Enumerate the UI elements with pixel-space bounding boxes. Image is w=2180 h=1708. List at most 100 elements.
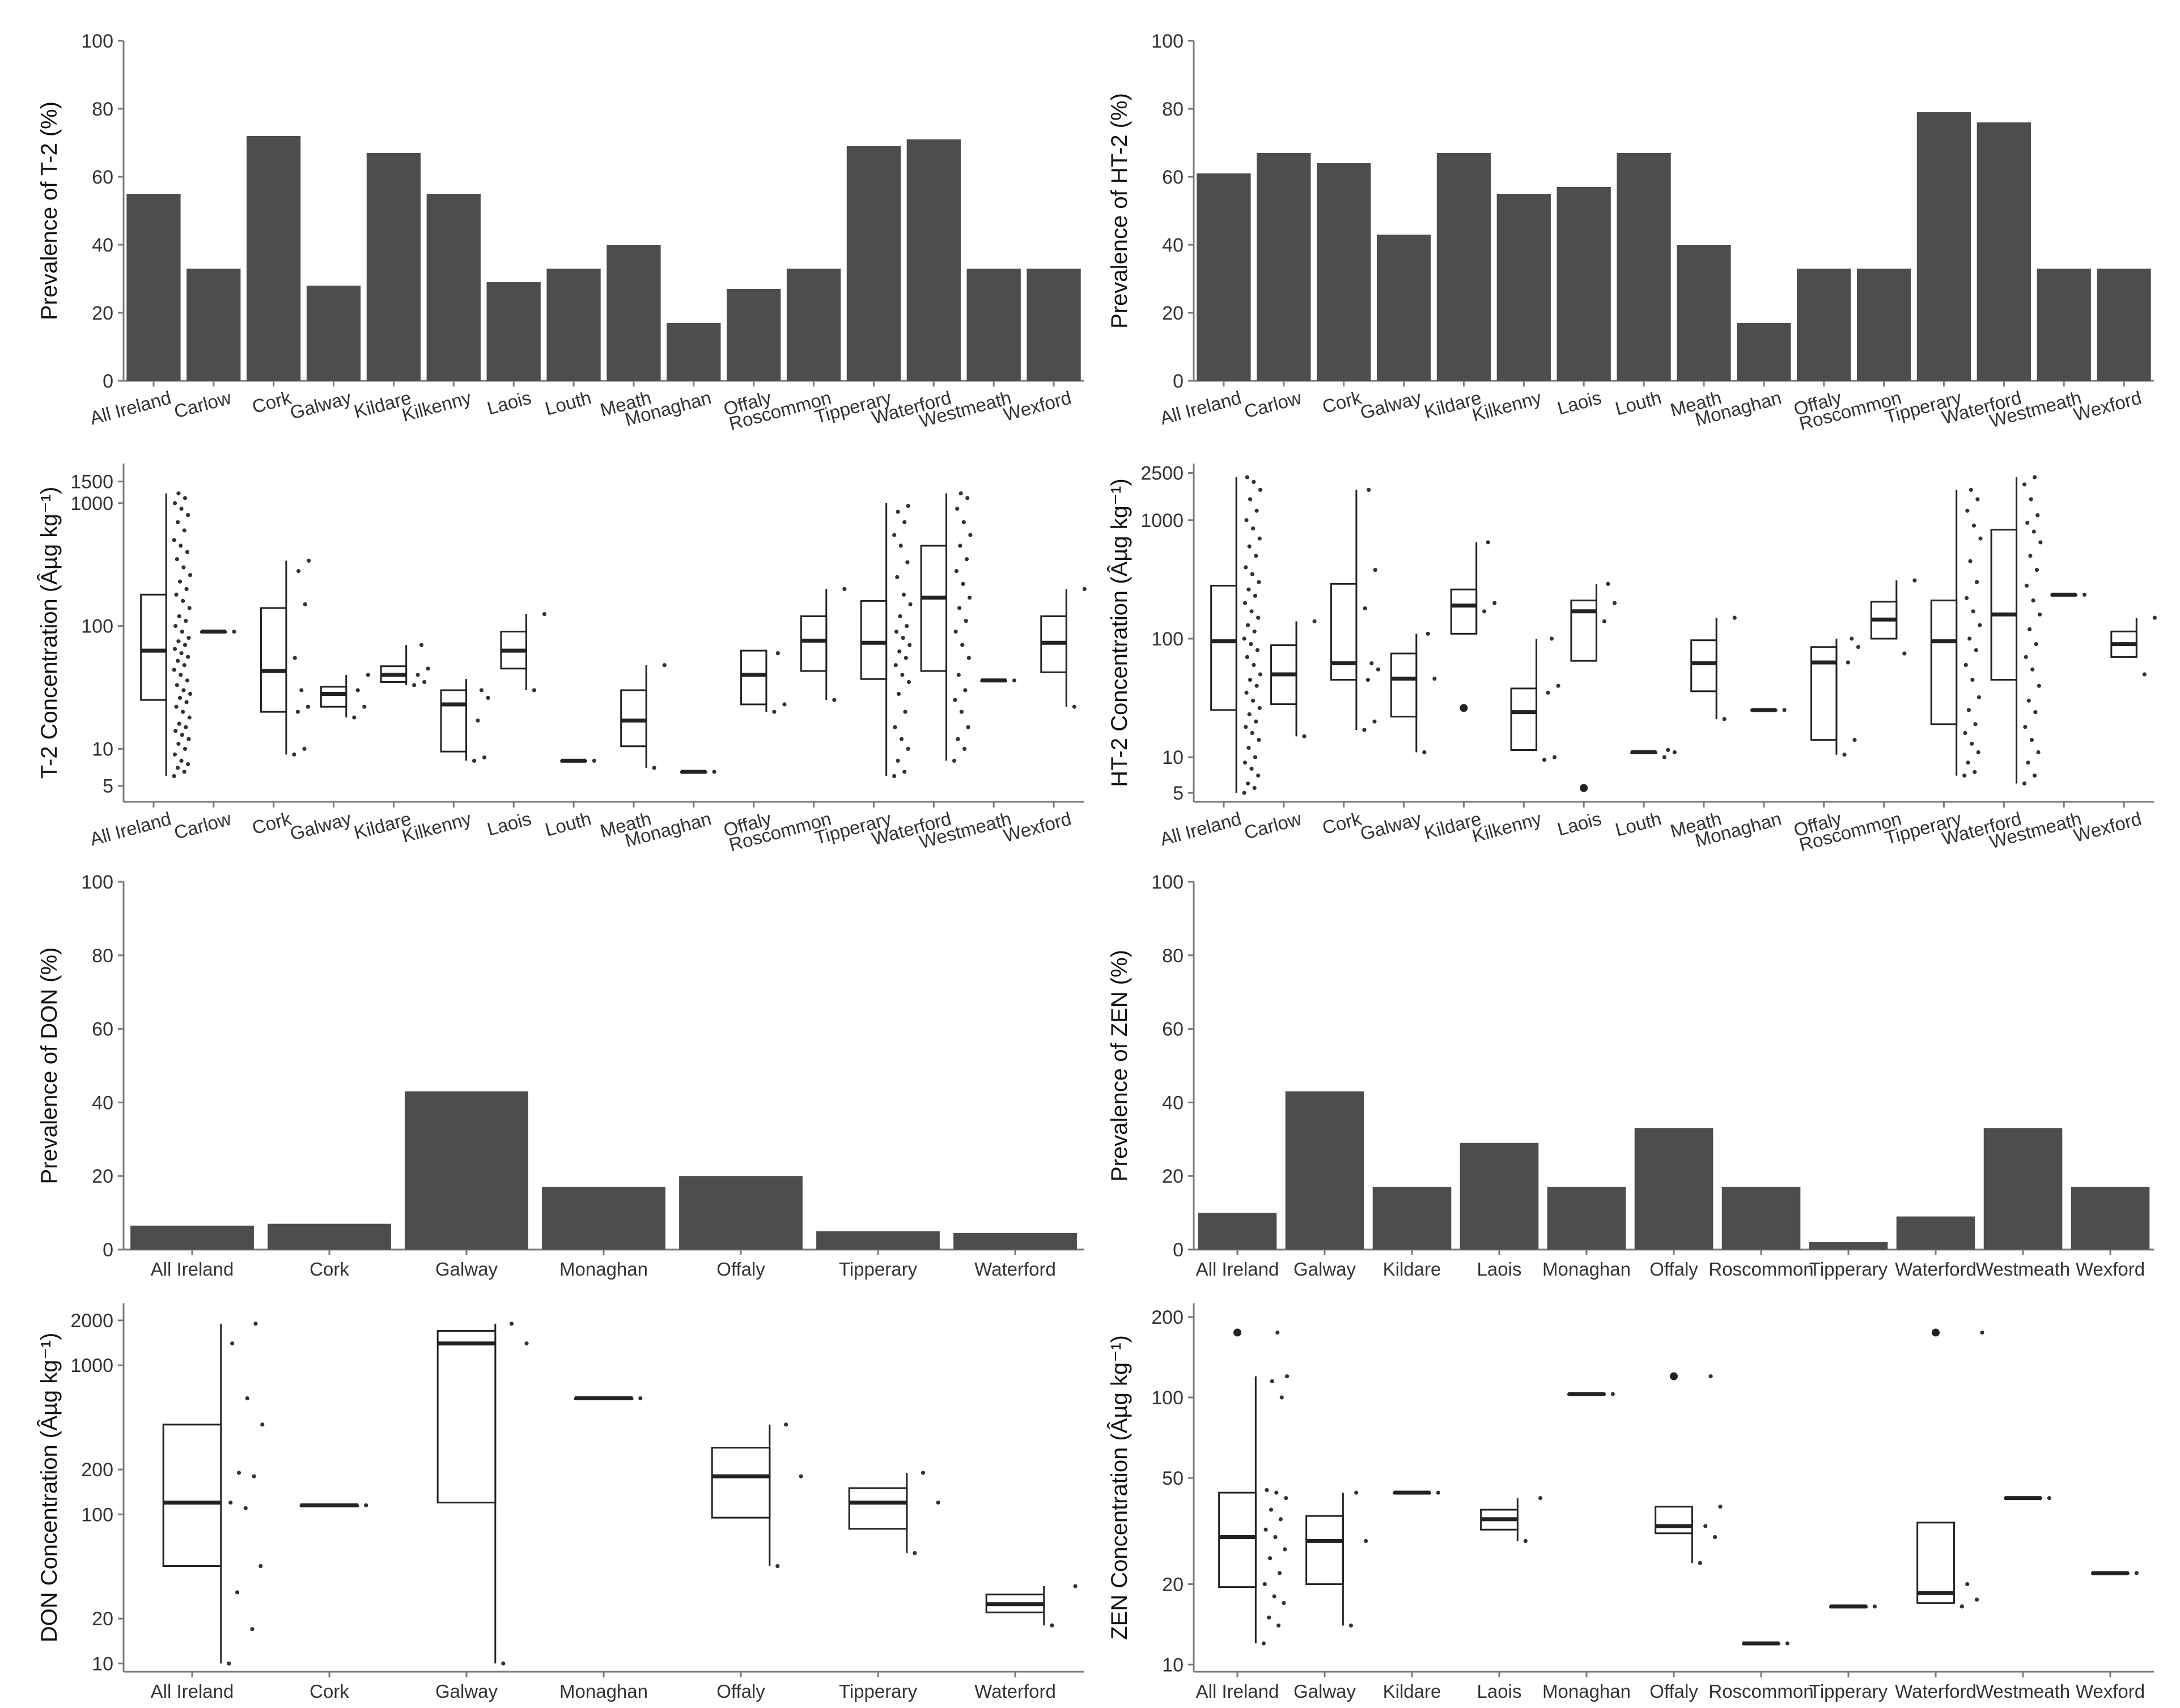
data-point-waterford xyxy=(2026,698,2031,703)
data-point-tipperary xyxy=(906,679,911,685)
data-point-all-ireland xyxy=(1242,636,1246,641)
y-tick-label: 5 xyxy=(1173,783,1184,804)
box-offaly xyxy=(740,649,767,706)
y-tick-label: 1000 xyxy=(1140,510,1184,532)
y-tick-label: 100 xyxy=(1151,1387,1184,1409)
bar-monaghan xyxy=(667,323,721,381)
data-point-all-ireland xyxy=(1262,1582,1267,1587)
data-point-kilkenny xyxy=(479,688,484,692)
data-point-all-ireland xyxy=(1255,648,1259,652)
box-kilkenny xyxy=(440,689,468,753)
data-point-all-ireland xyxy=(172,668,176,672)
data-point-all-ireland xyxy=(236,1471,241,1475)
data-point-tipperary xyxy=(1978,623,1982,627)
box-offaly xyxy=(711,1447,771,1519)
data-point-waterford xyxy=(961,520,966,525)
data-point-waterford xyxy=(966,725,970,729)
x-tick-label-tipperary: Tipperary xyxy=(839,1681,918,1702)
y-tick-label: 60 xyxy=(92,167,113,188)
data-point-all-ireland xyxy=(1242,760,1248,765)
box-galway xyxy=(1305,1515,1344,1585)
x-tick-label-laois: Laois xyxy=(1555,387,1604,419)
bar-tipperary xyxy=(846,146,901,381)
box-roscommon xyxy=(800,615,828,672)
x-tick-label-kilkenny: Kilkenny xyxy=(1470,808,1544,846)
x-tick-label-all-ireland: All Ireland xyxy=(1196,1259,1279,1280)
data-point-all-ireland xyxy=(1244,518,1249,522)
data-point-all-ireland xyxy=(172,538,176,542)
data-point-westmeath xyxy=(1012,678,1017,683)
bar-tipperary xyxy=(1809,1242,1888,1250)
x-tick-label-louth: Louth xyxy=(1613,808,1664,840)
bar-offaly xyxy=(679,1176,803,1250)
data-point-meath xyxy=(1722,717,1727,721)
data-point-waterford xyxy=(2022,781,2027,786)
bar-all-ireland xyxy=(130,1225,254,1250)
data-point-all-ireland xyxy=(182,663,186,668)
bar-roscommon xyxy=(786,269,841,381)
data-point-all-ireland xyxy=(1265,1488,1269,1493)
data-point-all-ireland xyxy=(179,543,183,548)
data-point-all-ireland xyxy=(1249,641,1253,647)
y-tick-label: 2000 xyxy=(70,1310,113,1332)
data-point-kilkenny xyxy=(1546,690,1550,695)
data-point-wexford xyxy=(1072,704,1076,709)
data-point-all-ireland xyxy=(172,647,177,651)
y-tick-label: 60 xyxy=(1162,167,1184,188)
data-point-all-ireland xyxy=(177,579,183,584)
data-point-tipperary xyxy=(913,1550,917,1556)
data-point-tipperary xyxy=(901,636,905,640)
data-point-waterford xyxy=(968,596,972,600)
bar-offaly xyxy=(727,289,781,381)
data-point-all-ireland xyxy=(258,1563,263,1569)
data-point-tipperary xyxy=(893,663,898,668)
data-point-kildare xyxy=(422,679,427,685)
data-point-tipperary xyxy=(1970,677,1975,682)
bar-kilkenny xyxy=(1496,194,1551,381)
data-point-all-ireland xyxy=(1267,1615,1271,1620)
outlier-all-ireland xyxy=(1233,1328,1241,1337)
x-tick-label-galway: Galway xyxy=(1293,1259,1356,1280)
data-point-galway xyxy=(366,673,370,677)
data-point-louth xyxy=(1662,755,1666,759)
data-point-cork xyxy=(295,709,300,714)
box-waterford xyxy=(920,545,948,672)
data-point-waterford xyxy=(953,698,957,702)
x-tick-label-kilkenny: Kilkenny xyxy=(400,386,474,425)
data-point-waterford xyxy=(2035,513,2040,517)
data-point-all-ireland xyxy=(1256,773,1261,778)
x-tick-label-monaghan: Monaghan xyxy=(559,1681,648,1702)
data-point-all-ireland xyxy=(176,766,180,770)
data-point-waterford xyxy=(2032,773,2037,778)
data-point-all-ireland xyxy=(1244,725,1248,729)
data-point-tipperary xyxy=(1973,722,1978,726)
data-point-all-ireland xyxy=(173,624,178,628)
data-point-kilkenny xyxy=(486,695,490,700)
bar-galway xyxy=(405,1091,528,1250)
data-point-all-ireland xyxy=(176,491,181,496)
data-point-cork xyxy=(1362,728,1367,732)
y-tick-label: 50 xyxy=(1162,1468,1184,1489)
y-tick-label: 100 xyxy=(81,31,113,52)
bar-monaghan xyxy=(1547,1187,1626,1250)
data-point-all-ireland xyxy=(1246,623,1250,627)
data-point-waterford xyxy=(2030,667,2035,672)
data-point-waterford xyxy=(966,656,971,660)
bar-waterford xyxy=(1896,1216,1975,1250)
bar-westmeath xyxy=(1983,1128,2063,1250)
don-prevalence-panel: 0 20 40 60 80 100 Prevalence of DON (%) All Ire… xyxy=(37,872,1084,1280)
data-point-cork xyxy=(296,569,301,573)
data-point-all-ireland xyxy=(1270,1379,1274,1383)
data-point-tipperary xyxy=(903,709,907,714)
outlier-offaly xyxy=(1670,1372,1678,1380)
bar-laois xyxy=(486,282,541,381)
data-point-cork xyxy=(1365,677,1370,682)
data-point-all-ireland xyxy=(184,587,189,591)
bar-meath xyxy=(607,245,661,381)
x-tick-label-waterford: Waterford xyxy=(1895,1681,1977,1702)
x-tick-label-kildare: Kildare xyxy=(1383,1681,1441,1702)
x-tick-label-carlow: Carlow xyxy=(1242,808,1304,843)
zen-prevalence-panel: 0 20 40 60 80 100 Prevalence of ZEN (%) All Ire… xyxy=(1107,872,2154,1280)
data-point-tipperary xyxy=(900,673,905,677)
data-point-tipperary xyxy=(1974,580,1979,584)
